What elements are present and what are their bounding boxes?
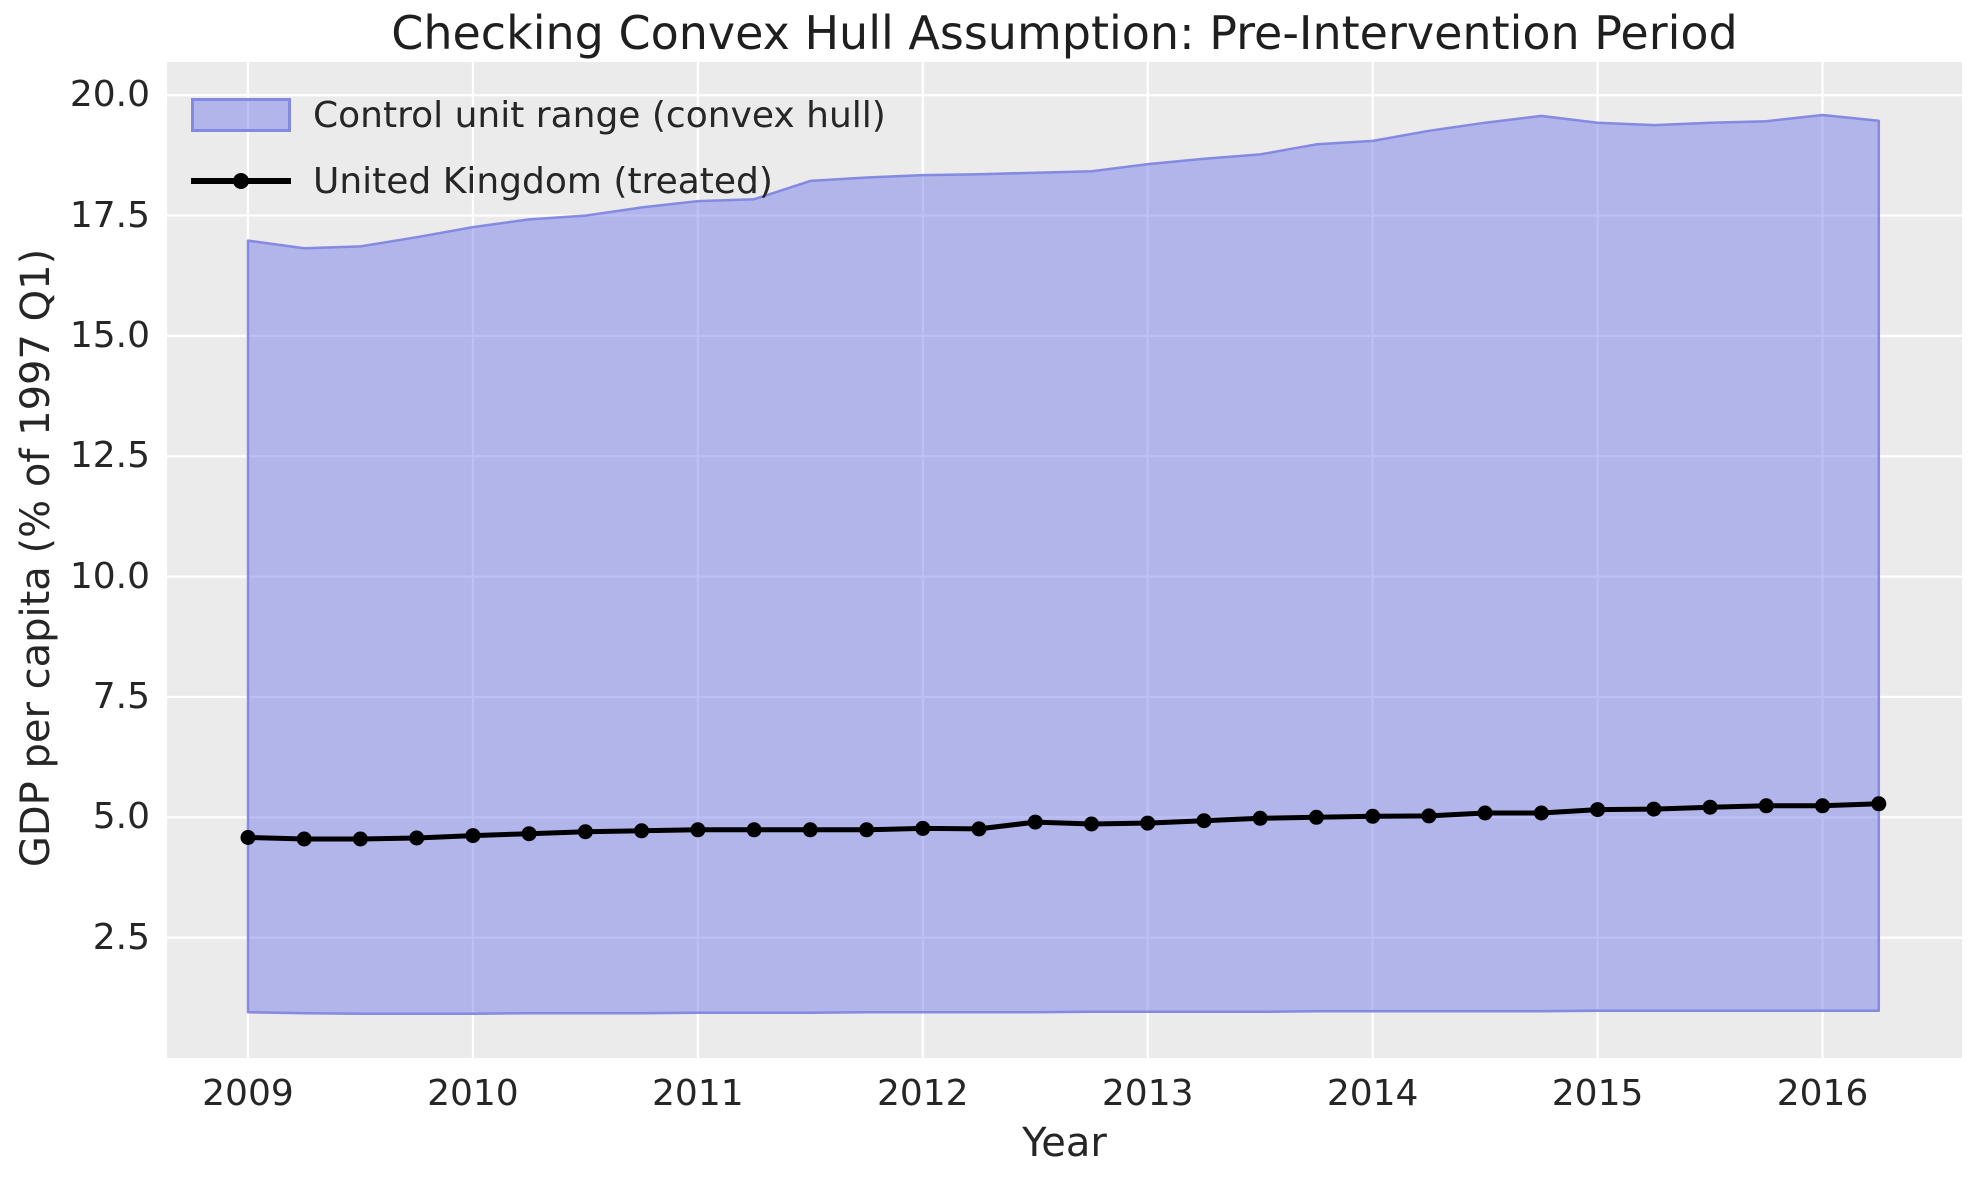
legend-label: Control unit range (convex hull) [313, 94, 886, 136]
y-tick-label: 15.0 [69, 314, 150, 356]
x-tick-label: 2013 [1101, 1073, 1194, 1114]
uk-marker [1252, 810, 1268, 826]
y-tick-label: 2.5 [92, 916, 150, 958]
uk-marker [352, 831, 368, 847]
uk-marker [577, 824, 593, 840]
legend-label: United Kingdom (treated) [313, 160, 773, 202]
uk-line [247, 801, 1879, 842]
uk-marker [1140, 815, 1156, 831]
uk-marker [465, 828, 481, 844]
uk-marker [859, 822, 875, 838]
uk-marker [1533, 805, 1549, 821]
legend-item-united-kingdom: United Kingdom (treated) [191, 148, 886, 214]
uk-marker [746, 822, 762, 838]
y-tick-label: 20.0 [69, 74, 150, 116]
y-tick-label: 17.5 [69, 194, 150, 236]
uk-marker [1815, 798, 1830, 814]
uk-marker [1196, 813, 1212, 829]
y-tick-label: 12.5 [69, 435, 150, 477]
uk-marker [521, 826, 537, 842]
uk-marker [240, 830, 256, 845]
y-tick-label: 10.0 [69, 555, 150, 597]
chart-title: Checking Convex Hull Assumption: Pre-Int… [391, 6, 1738, 60]
uk-marker [1477, 805, 1493, 821]
uk-marker [1421, 808, 1437, 824]
uk-marker [409, 830, 425, 846]
uk-marker [634, 823, 650, 839]
uk-marker [690, 822, 706, 838]
uk-marker [1702, 799, 1718, 815]
x-tick-label: 2015 [1551, 1073, 1644, 1114]
plot-area: Control unit range (convex hull) United … [167, 62, 1962, 1058]
x-tick-label: 2012 [876, 1073, 969, 1114]
x-tick-label: 2010 [427, 1073, 519, 1114]
chart-canvas [167, 62, 1962, 1058]
uk-marker [1365, 808, 1381, 824]
line-marker-swatch-icon [191, 164, 291, 198]
uk-marker [1758, 798, 1774, 814]
x-tick-label: 2016 [1776, 1073, 1869, 1114]
uk-marker [1308, 809, 1324, 825]
y-tick-label: 7.5 [92, 675, 150, 717]
uk-marker [296, 831, 312, 847]
convex-hull-band [246, 113, 1881, 1015]
uk-marker [1027, 814, 1043, 830]
x-tick-label: 2009 [202, 1073, 294, 1114]
uk-marker [1646, 801, 1662, 817]
x-axis-label: Year [1022, 1120, 1107, 1166]
uk-marker [802, 822, 818, 838]
x-tick-label: 2014 [1326, 1073, 1419, 1114]
uk-marker [1084, 816, 1099, 832]
uk-marker [1590, 802, 1606, 818]
x-tick-label: 2011 [652, 1073, 744, 1114]
y-tick-label: 5.0 [92, 796, 150, 838]
uk-marker [1871, 796, 1887, 812]
legend: Control unit range (convex hull) United … [191, 82, 886, 214]
convex-hull-swatch-icon [191, 98, 291, 132]
legend-item-control-range: Control unit range (convex hull) [191, 82, 886, 148]
uk-marker [915, 820, 931, 836]
uk-marker [971, 821, 987, 837]
